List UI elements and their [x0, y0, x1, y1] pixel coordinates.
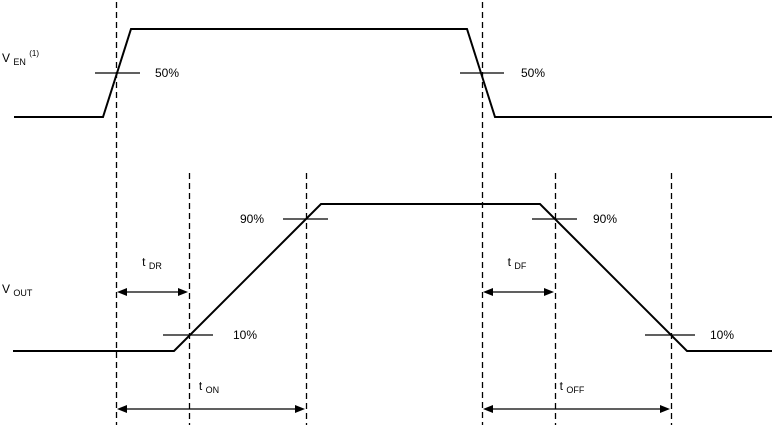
tdr-label: t DR	[142, 255, 162, 271]
vout-fall-90-label: 90%	[593, 212, 617, 226]
vout-rise-10-label: 10%	[233, 328, 257, 342]
ven-waveform	[14, 28, 772, 118]
tdf-label-sub: DF	[514, 261, 526, 271]
ven-label-sup: (1)	[29, 49, 39, 58]
ton-label: t ON	[199, 379, 219, 395]
toff-label: t OFF	[560, 379, 585, 395]
ton-arrow	[117, 405, 305, 413]
toff-arrowhead-left	[483, 405, 493, 413]
toff-label-sub: OFF	[566, 385, 584, 395]
toff-arrow	[483, 405, 670, 413]
vout-label-base: V	[2, 282, 10, 296]
ton-label-base: t	[199, 379, 203, 393]
vout-waveform	[13, 203, 772, 352]
vout-rise-90-label: 90%	[240, 212, 264, 226]
tdf-label-base: t	[508, 255, 512, 269]
ven-fall-50-label: 50%	[521, 66, 545, 80]
ven-signal-label: V EN (1)	[2, 49, 39, 68]
tdf-arrowhead-left	[483, 288, 493, 296]
ven-label-base: V	[2, 51, 10, 65]
tdr-arrow	[117, 288, 188, 296]
toff-label-base: t	[560, 379, 564, 393]
tdf-label: t DF	[508, 255, 527, 271]
tdf-arrowhead-right	[544, 288, 554, 296]
toff-arrowhead-right	[660, 405, 670, 413]
tdr-label-sub: DR	[149, 261, 162, 271]
ven-label-sub: EN	[13, 57, 26, 67]
ven-rise-50-label: 50%	[155, 66, 179, 80]
vout-fall-10-label: 10%	[710, 328, 734, 342]
tdf-arrow	[483, 288, 554, 296]
ton-arrowhead-right	[295, 405, 305, 413]
tdr-arrowhead-left	[117, 288, 127, 296]
tdr-arrowhead-right	[178, 288, 188, 296]
ton-arrowhead-left	[117, 405, 127, 413]
ton-label-sub: ON	[206, 385, 220, 395]
tdr-label-base: t	[142, 255, 146, 269]
vout-signal-label: V OUT	[2, 282, 33, 298]
vout-label-sub: OUT	[13, 288, 33, 298]
